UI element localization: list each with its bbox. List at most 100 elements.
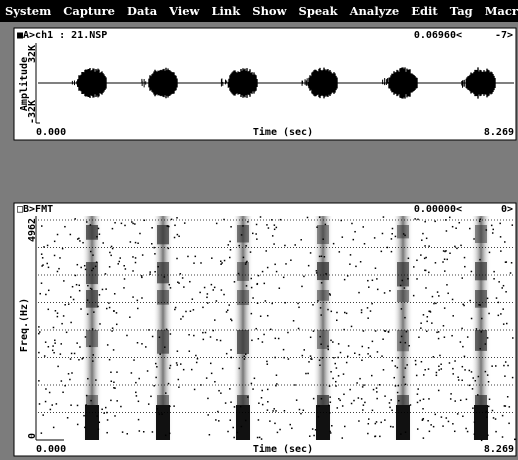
formant-point xyxy=(504,241,506,243)
formant-point xyxy=(363,404,365,406)
menu-item[interactable]: Tag xyxy=(450,4,473,18)
formant-point xyxy=(195,256,197,258)
menu-item[interactable]: Show xyxy=(252,4,287,18)
formant-point xyxy=(376,387,378,389)
formant-point xyxy=(214,287,216,289)
formant-point xyxy=(459,222,461,224)
formant-point xyxy=(284,302,286,304)
formant-point xyxy=(444,307,446,309)
menu-item[interactable]: View xyxy=(168,4,200,18)
formant-point xyxy=(341,220,343,222)
formant-point xyxy=(461,380,463,382)
formant-point xyxy=(479,348,481,350)
formant-point xyxy=(262,404,264,406)
menu-item[interactable]: System xyxy=(5,4,51,18)
formant-point xyxy=(206,297,208,299)
formant-point xyxy=(39,403,41,405)
formant-point xyxy=(169,284,171,286)
formant-point xyxy=(460,245,462,247)
value-readout: 0> xyxy=(501,204,513,215)
formant-point xyxy=(510,272,512,274)
formant-point xyxy=(48,290,50,292)
formant-point xyxy=(423,437,425,439)
formant-point xyxy=(112,327,114,329)
formant-point xyxy=(99,233,101,235)
formant-point xyxy=(456,248,458,250)
formant-point xyxy=(96,261,98,263)
menu-item[interactable]: Capture xyxy=(63,4,115,18)
formant-point xyxy=(441,368,443,370)
formant-point xyxy=(102,242,104,244)
formant-point xyxy=(317,300,319,302)
formant-point xyxy=(241,426,243,428)
formant-point xyxy=(135,382,137,384)
formant-point xyxy=(438,331,440,333)
formant-point xyxy=(267,389,269,391)
formant-point xyxy=(226,353,228,355)
formant-point xyxy=(245,420,247,422)
formant-point xyxy=(428,398,430,400)
formant-point xyxy=(184,222,186,224)
formant-point xyxy=(438,338,440,340)
formant-point xyxy=(218,390,220,392)
formant xyxy=(157,262,169,283)
formant-point xyxy=(500,250,502,252)
formant-point xyxy=(185,311,187,313)
formant-point xyxy=(299,409,301,411)
formant-point xyxy=(486,411,488,413)
formant-point xyxy=(274,357,276,359)
formant-point xyxy=(499,223,501,225)
menu-item[interactable]: Data xyxy=(127,4,158,18)
formant-point xyxy=(107,419,109,421)
formant-point xyxy=(514,439,516,441)
formant-point xyxy=(420,327,422,329)
menu-item[interactable]: Link xyxy=(211,4,241,18)
formant-point xyxy=(333,243,335,245)
formant-point xyxy=(298,307,300,309)
formant-point xyxy=(343,394,345,396)
formant-point xyxy=(52,345,54,347)
formant-point xyxy=(424,258,426,260)
formant-point xyxy=(465,428,467,430)
formant xyxy=(86,262,98,284)
formant-point xyxy=(443,325,445,327)
formant-point xyxy=(135,257,137,259)
formant-point xyxy=(69,379,71,381)
formant-point xyxy=(405,431,407,433)
formant-point xyxy=(446,259,448,261)
formant-point xyxy=(70,404,72,406)
formant-point xyxy=(68,303,70,305)
formant-point xyxy=(415,364,417,366)
formant-point xyxy=(231,320,233,322)
formant-point xyxy=(363,330,365,332)
formant-point xyxy=(109,266,111,268)
formant-point xyxy=(57,366,59,368)
menu-item[interactable]: Edit xyxy=(411,4,438,18)
formant-point xyxy=(280,219,282,221)
formant-point xyxy=(498,315,500,317)
formant-point xyxy=(329,412,331,414)
menu-item[interactable]: Macro xyxy=(485,4,518,18)
formant-point xyxy=(153,247,155,249)
formant-point xyxy=(183,369,185,371)
formant-point xyxy=(420,322,422,324)
formant-point xyxy=(152,336,154,338)
formant-point xyxy=(427,316,429,318)
menu-item[interactable]: Speak xyxy=(299,4,339,18)
formant-point xyxy=(493,278,495,280)
formant-point xyxy=(51,404,53,406)
formant-point xyxy=(154,253,156,255)
menu-item[interactable]: Analyze xyxy=(349,4,400,18)
formant-point xyxy=(353,400,355,402)
formant-point xyxy=(87,313,89,315)
formant-point xyxy=(247,396,249,398)
formant-point xyxy=(95,379,97,381)
formant-point xyxy=(461,328,463,330)
formant-point xyxy=(174,309,176,311)
formant-point xyxy=(131,221,133,223)
formant-point xyxy=(310,252,312,254)
formant-point xyxy=(481,331,483,333)
formant-point xyxy=(481,318,483,320)
formant-point xyxy=(168,226,170,228)
formant-point xyxy=(467,431,469,433)
